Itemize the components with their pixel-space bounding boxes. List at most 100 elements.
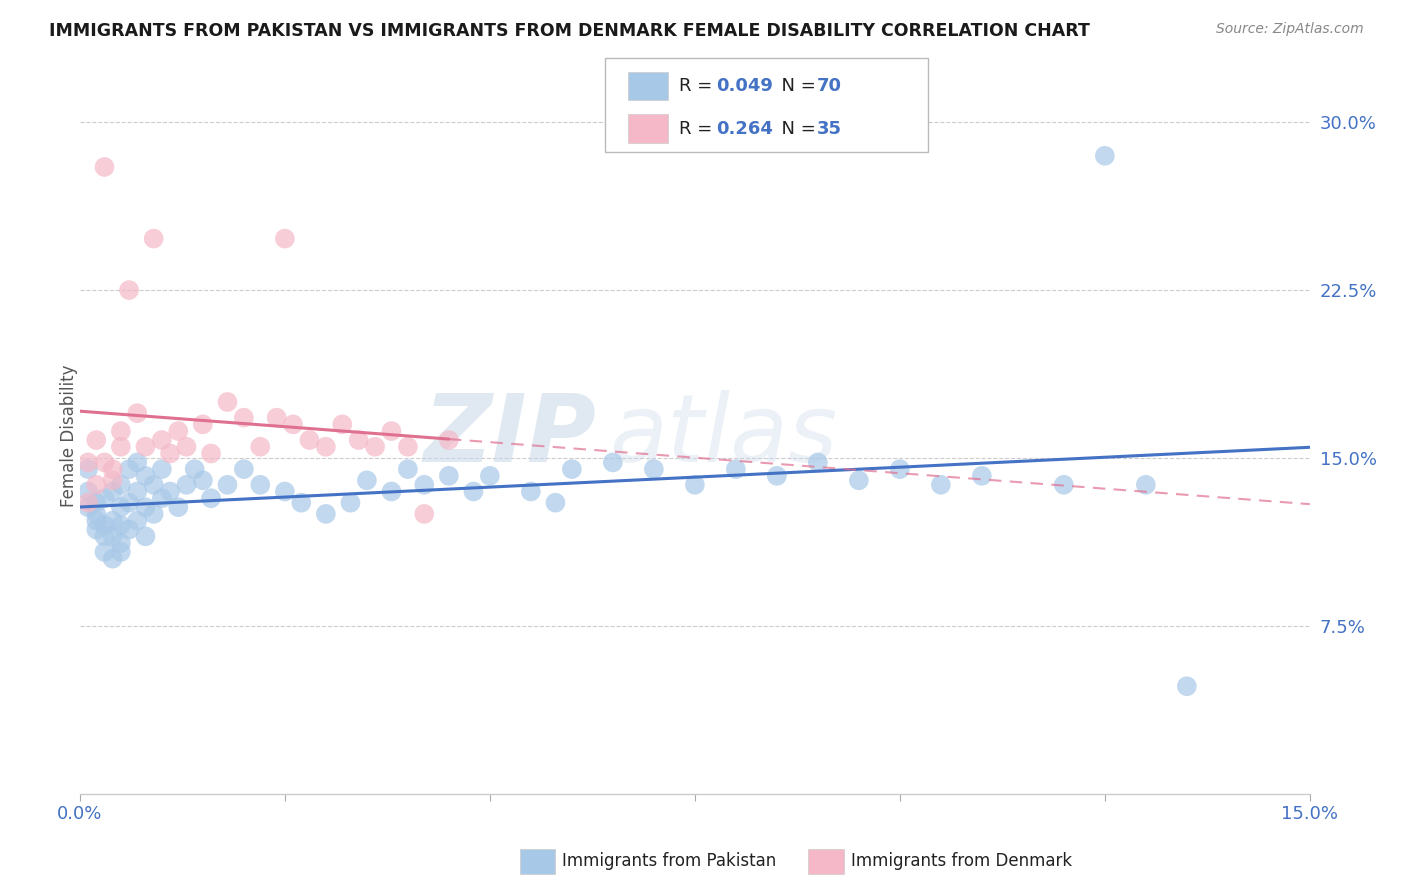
Point	[1053, 477, 1076, 491]
Point	[929, 477, 952, 491]
Point	[183, 462, 205, 476]
Point	[110, 440, 132, 454]
Point	[118, 462, 141, 476]
Point	[84, 523, 107, 537]
Point	[364, 440, 387, 454]
Point	[127, 514, 149, 528]
Point	[1135, 477, 1157, 491]
Point	[110, 424, 132, 438]
Text: 35: 35	[817, 120, 842, 137]
Point	[380, 484, 402, 499]
Point	[93, 455, 115, 469]
Point	[167, 500, 190, 515]
Point	[249, 440, 271, 454]
Text: Immigrants from Denmark: Immigrants from Denmark	[851, 852, 1071, 870]
Point	[101, 551, 124, 566]
Point	[274, 231, 297, 245]
Point	[77, 462, 100, 476]
Point	[889, 462, 911, 476]
Point	[150, 462, 173, 476]
Text: 70: 70	[817, 78, 842, 95]
Point	[142, 507, 165, 521]
Point	[101, 462, 124, 476]
Point	[200, 491, 222, 506]
Point	[290, 496, 312, 510]
Point	[724, 462, 747, 476]
Point	[970, 468, 993, 483]
Point	[413, 507, 436, 521]
Point	[437, 468, 460, 483]
Point	[93, 160, 115, 174]
Point	[643, 462, 665, 476]
Point	[217, 395, 239, 409]
Text: ZIP: ZIP	[423, 390, 596, 482]
Point	[315, 507, 337, 521]
Text: R =: R =	[679, 120, 718, 137]
Point	[134, 440, 156, 454]
Point	[766, 468, 789, 483]
Point	[217, 477, 239, 491]
Text: 0.049: 0.049	[716, 78, 772, 95]
Point	[200, 446, 222, 460]
Text: 0.264: 0.264	[716, 120, 772, 137]
Point	[807, 455, 830, 469]
Point	[683, 477, 706, 491]
Point	[134, 500, 156, 515]
Point	[93, 529, 115, 543]
Point	[232, 462, 254, 476]
Point	[142, 231, 165, 245]
Point	[93, 491, 115, 506]
Point	[315, 440, 337, 454]
Point	[118, 496, 141, 510]
Point	[84, 477, 107, 491]
Point	[118, 523, 141, 537]
Point	[77, 484, 100, 499]
Point	[232, 410, 254, 425]
Point	[159, 446, 181, 460]
Point	[110, 545, 132, 559]
Point	[134, 468, 156, 483]
Point	[93, 545, 115, 559]
Point	[77, 455, 100, 469]
Point	[176, 477, 198, 491]
Text: N =: N =	[770, 78, 823, 95]
Y-axis label: Female Disability: Female Disability	[60, 364, 77, 507]
Point	[167, 424, 190, 438]
Point	[84, 514, 107, 528]
Text: Source: ZipAtlas.com: Source: ZipAtlas.com	[1216, 22, 1364, 37]
Point	[602, 455, 624, 469]
Point	[110, 536, 132, 550]
Point	[561, 462, 583, 476]
Point	[380, 424, 402, 438]
Text: N =: N =	[770, 120, 823, 137]
Point	[396, 462, 419, 476]
Point	[93, 518, 115, 533]
Point	[142, 477, 165, 491]
Point	[1175, 679, 1198, 693]
Point	[110, 500, 132, 515]
Point	[176, 440, 198, 454]
Point	[101, 473, 124, 487]
Point	[281, 417, 304, 432]
Point	[150, 433, 173, 447]
Point	[84, 433, 107, 447]
Point	[101, 529, 124, 543]
Point	[848, 473, 870, 487]
Point	[101, 484, 124, 499]
Point	[110, 518, 132, 533]
Point	[134, 529, 156, 543]
Point	[101, 514, 124, 528]
Point	[330, 417, 353, 432]
Point	[520, 484, 543, 499]
Point	[413, 477, 436, 491]
Point	[191, 473, 214, 487]
Point	[84, 496, 107, 510]
Point	[463, 484, 485, 499]
Point	[347, 433, 370, 447]
Point	[77, 496, 100, 510]
Text: IMMIGRANTS FROM PAKISTAN VS IMMIGRANTS FROM DENMARK FEMALE DISABILITY CORRELATIO: IMMIGRANTS FROM PAKISTAN VS IMMIGRANTS F…	[49, 22, 1090, 40]
Point	[478, 468, 501, 483]
Point	[356, 473, 378, 487]
Text: atlas: atlas	[609, 390, 837, 481]
Point	[127, 406, 149, 420]
